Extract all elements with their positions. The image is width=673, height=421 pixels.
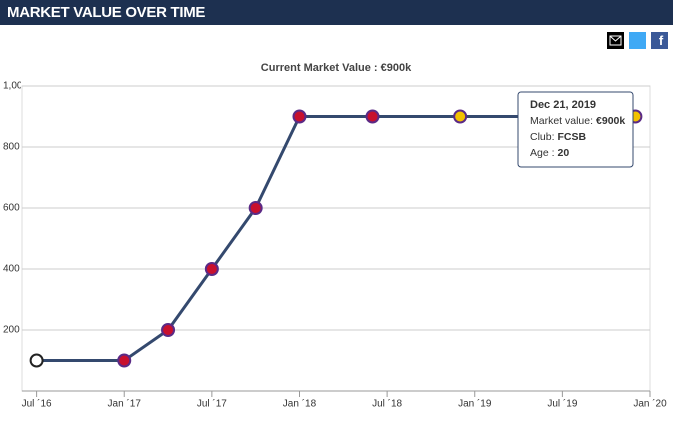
x-tick-label: Jan ´20 bbox=[633, 398, 667, 410]
tooltip-value: FCSB bbox=[558, 131, 587, 143]
marker bbox=[117, 353, 132, 368]
marker bbox=[453, 109, 468, 124]
tooltip-date: Dec 21, 2019 bbox=[530, 99, 596, 111]
x-tick-label: Jul ´16 bbox=[22, 398, 52, 410]
y-tick-label: 800 bbox=[3, 142, 20, 153]
tooltip-value: 20 bbox=[558, 147, 570, 159]
chart-subtitle: Current Market Value : €900k bbox=[261, 62, 412, 74]
y-tick-label: 1,000 bbox=[3, 81, 28, 92]
facebook-glyph: f bbox=[659, 33, 664, 48]
tooltip-box bbox=[517, 91, 634, 168]
y-tick-label: 400 bbox=[3, 264, 20, 275]
tooltip-label: Market value: bbox=[530, 115, 593, 127]
marker bbox=[292, 109, 307, 124]
email-glyph bbox=[609, 35, 622, 46]
tooltip-row: Market value: €900k bbox=[530, 115, 625, 127]
marker bbox=[248, 201, 263, 215]
facebook-icon[interactable] bbox=[651, 32, 668, 49]
x-tick-label: Jan ´19 bbox=[458, 398, 492, 410]
twitter-icon[interactable] bbox=[629, 32, 646, 49]
x-tick-label: Jul ´19 bbox=[547, 398, 577, 410]
x-tick-label: Jan ´18 bbox=[283, 398, 317, 410]
chart: f Current Market Value : €900k 200 400 600… bbox=[3, 32, 668, 410]
x-tick-label: Jan ´17 bbox=[108, 398, 142, 410]
marker bbox=[365, 109, 380, 124]
tooltip-row: Club: FCSB bbox=[530, 131, 587, 143]
marker bbox=[204, 262, 219, 276]
y-tick-label: 200 bbox=[3, 325, 20, 336]
tooltip-row: Age :20 bbox=[530, 147, 569, 159]
tooltip-value: €900k bbox=[596, 115, 625, 127]
x-tick-label: Jul ´18 bbox=[372, 398, 402, 410]
tooltip-label: Age : bbox=[530, 147, 555, 159]
marker bbox=[161, 323, 176, 337]
y-tick-label: 600 bbox=[3, 203, 20, 214]
header: MARKET VALUE OVER TIME bbox=[0, 0, 673, 25]
header-title: MARKET VALUE OVER TIME bbox=[7, 4, 206, 21]
x-tick-label: Jul ´17 bbox=[197, 398, 227, 410]
marker bbox=[29, 353, 44, 368]
tooltip-label: Club: bbox=[530, 131, 555, 143]
